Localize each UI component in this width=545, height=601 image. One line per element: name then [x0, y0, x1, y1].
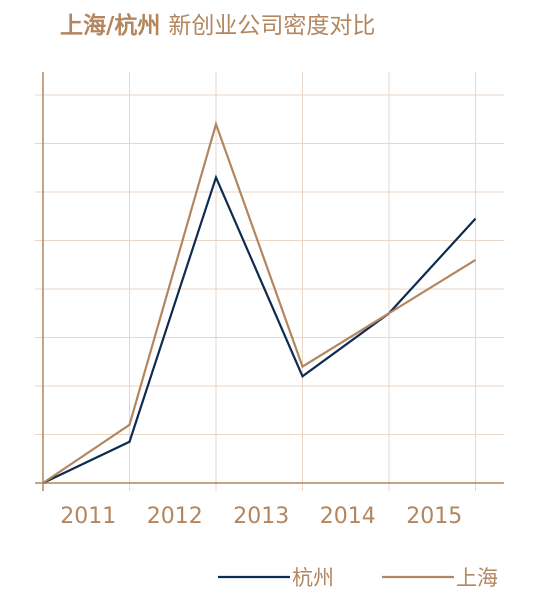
series-line-shanghai: [42, 120, 477, 484]
x-tick-label: 2014: [320, 504, 376, 529]
legend-item: 杭州: [218, 566, 334, 590]
grid: [35, 72, 504, 491]
legend-label: 上海: [456, 566, 498, 590]
series-lines: [42, 120, 477, 484]
axes: [35, 72, 504, 491]
chart-subtitle: 新创业公司密度对比: [168, 13, 376, 39]
series-line-hangzhou: [42, 174, 477, 484]
legend: 杭州 上海: [218, 566, 498, 590]
legend-item: 上海: [382, 566, 498, 590]
x-tick-label: 2011: [60, 504, 116, 529]
x-tick-label: 2013: [233, 504, 289, 529]
legend-label: 杭州: [292, 566, 334, 590]
x-tick-labels: 2011 2012 2013 2014 2015: [60, 504, 462, 529]
x-tick-label: 2015: [406, 504, 462, 529]
x-tick-label: 2012: [147, 504, 203, 529]
chart-title-main: 上海/杭州: [60, 13, 161, 39]
chart-title: 上海/杭州 新创业公司密度对比: [60, 10, 375, 42]
